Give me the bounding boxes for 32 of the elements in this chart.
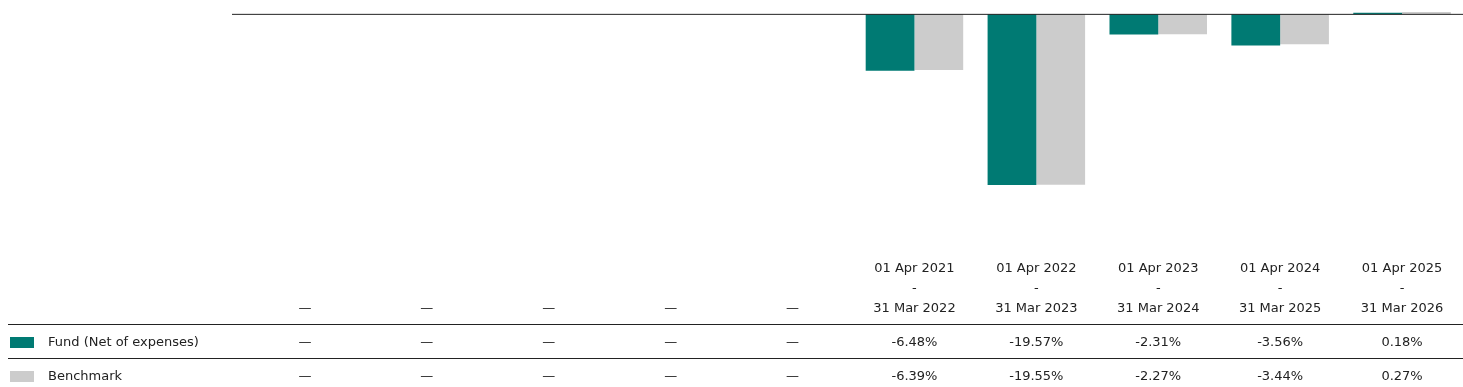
x-tick-label: — [664,299,678,317]
legend-label: Benchmark [48,367,123,385]
x-tick-label: — [420,299,434,317]
x-tick-label: — [298,299,312,317]
text: — [542,334,556,349]
x-tick-label: 01 Apr 2025 - 31 Mar 2026 [1360,259,1444,317]
data-label: -2.27% [1134,367,1183,385]
x-tick-label: 01 Apr 2021 - 31 Mar 2022 [873,259,956,317]
data-label: -3.44% [1256,367,1305,385]
text: — [786,334,800,349]
text: — [542,368,556,383]
text: — [786,368,800,383]
text: — [664,334,678,349]
x-tick-label: 01 Apr 2024 - 31 Mar 2025 [1238,259,1322,317]
data-label: -2.31% [1134,333,1183,351]
data-label: 0.27% [1380,367,1424,385]
data-label: -19.57% [1008,333,1065,351]
text: — [664,368,678,383]
data-label: -6.48% [890,333,939,351]
text: — [420,334,434,349]
x-tick-label: — [786,299,800,317]
legend-label: Fund (Net of expenses) [48,333,199,351]
data-label: 0.18% [1380,333,1424,351]
text: — [420,368,434,383]
text: — [298,334,312,349]
data-label: -19.55% [1008,367,1065,385]
x-tick-label: 01 Apr 2022 - 31 Mar 2023 [995,259,1078,317]
text: — [298,368,312,383]
data-label: -3.56% [1256,333,1305,351]
x-tick-label: — [542,299,556,317]
data-label: -6.39% [890,367,939,385]
x-tick-label: 01 Apr 2023 - 31 Mar 2024 [1117,259,1200,317]
